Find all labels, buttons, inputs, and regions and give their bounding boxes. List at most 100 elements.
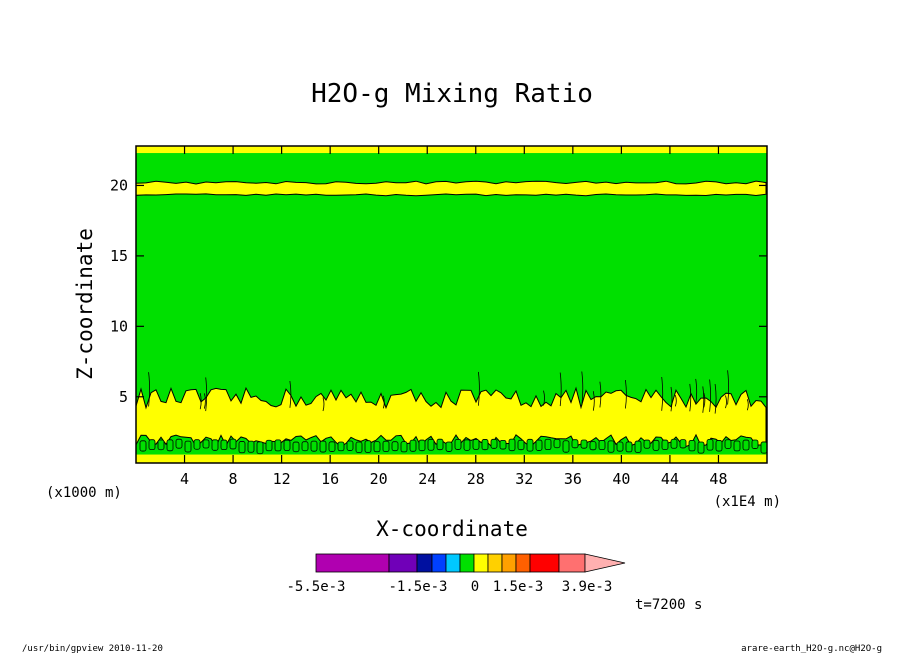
cell-contour xyxy=(535,439,543,451)
colorbar-swatch xyxy=(431,553,447,573)
contour-streak xyxy=(703,392,706,408)
cell-contour xyxy=(607,440,615,453)
x-tick-label: 48 xyxy=(709,470,727,488)
upper-band xyxy=(136,146,767,154)
colorbar-swatch xyxy=(445,553,461,573)
x-unit-left: (x1000 m) xyxy=(46,485,122,501)
colorbar: -5.5e-3 -1.5e-3 0 1.5e-3 3.9e-3 xyxy=(286,553,626,595)
cell-contour xyxy=(481,439,489,451)
contour-streak xyxy=(727,370,729,405)
cell-contour xyxy=(463,439,471,451)
x-tick-label: 12 xyxy=(273,470,291,488)
contour-streak xyxy=(599,381,602,408)
cell-contour xyxy=(319,440,327,453)
y-tick-label: 10 xyxy=(110,317,128,335)
contour-streak xyxy=(674,394,677,407)
cell-contour xyxy=(490,438,498,449)
cell-contour xyxy=(445,441,453,452)
cell-contour xyxy=(562,440,570,453)
y-tick-label: 5 xyxy=(119,388,128,406)
cell-contour xyxy=(274,439,282,452)
cell-contour xyxy=(337,441,345,452)
x-tick-label: 24 xyxy=(418,470,436,488)
x-tick-label: 20 xyxy=(370,470,388,488)
colorbar-label: 0 xyxy=(471,579,479,595)
footer-right: arare-earth_H2O-g.nc@H2O-g xyxy=(741,644,882,654)
cell-contour xyxy=(751,439,759,449)
colorbar-swatch xyxy=(459,553,475,573)
cell-contour xyxy=(589,441,597,451)
footer-left: /usr/bin/gpview 2010-11-20 xyxy=(22,644,163,654)
contour-streak xyxy=(661,376,664,411)
y-tick-label: 20 xyxy=(110,176,128,194)
cell-contour xyxy=(292,441,300,453)
cell-contour xyxy=(139,440,147,452)
contour-streak xyxy=(289,380,292,408)
colorbar-label: 3.9e-3 xyxy=(562,579,613,595)
cell-contour xyxy=(391,441,399,452)
cell-contour xyxy=(220,439,228,451)
cell-contour xyxy=(247,440,255,453)
cell-contour xyxy=(454,438,462,450)
cell-contour xyxy=(760,441,768,454)
cell-contour xyxy=(382,440,390,453)
cell-contour xyxy=(418,439,426,452)
colorbar-swatch xyxy=(315,553,390,573)
cell-contour xyxy=(310,440,318,452)
cell-contour xyxy=(598,440,606,451)
cell-contour xyxy=(517,439,525,451)
colorbar-label: 1.5e-3 xyxy=(493,579,544,595)
cell-contour xyxy=(301,441,309,452)
mid-level-band xyxy=(135,180,767,197)
cell-contour xyxy=(616,441,624,452)
x-tick-label: 36 xyxy=(564,470,582,488)
cell-contour xyxy=(346,440,354,451)
y-tick-label: 15 xyxy=(110,247,128,265)
cell-contour xyxy=(265,439,273,452)
cell-contour xyxy=(328,441,336,452)
cell-contour xyxy=(706,438,714,451)
contour-streak xyxy=(559,372,562,407)
cell-contour xyxy=(427,438,435,451)
x-axis-label: X-coordinate xyxy=(376,517,528,541)
x-tick-label: 40 xyxy=(612,470,630,488)
cell-contour xyxy=(679,439,687,449)
cell-contour xyxy=(499,439,507,450)
x-tick-label: 16 xyxy=(321,470,339,488)
x-tick-label: 28 xyxy=(467,470,485,488)
cell-contour xyxy=(643,439,651,449)
cell-contour xyxy=(238,441,246,454)
contour-streak xyxy=(592,391,595,411)
cell-contour xyxy=(580,439,588,449)
bottom-band xyxy=(136,454,767,463)
x-tick-label: 32 xyxy=(515,470,533,488)
cell-contour xyxy=(526,438,534,452)
cell-contour xyxy=(553,438,561,449)
contour-streak xyxy=(199,393,202,410)
colorbar-swatch xyxy=(388,553,418,573)
cell-contour xyxy=(544,438,552,451)
cell-contour xyxy=(193,439,201,450)
cell-contour xyxy=(652,439,660,451)
contour-streak xyxy=(382,395,385,409)
cell-contour xyxy=(742,439,750,451)
contour-streak xyxy=(478,371,480,406)
cell-contour xyxy=(373,441,381,453)
cell-contour xyxy=(400,441,408,453)
cell-contour xyxy=(661,439,669,450)
cell-contour xyxy=(283,439,291,451)
contour-streak xyxy=(702,386,705,413)
chart-title: H2O-g Mixing Ratio xyxy=(311,79,593,109)
contour-streak xyxy=(543,390,545,406)
contour-streak xyxy=(205,377,208,412)
contour-streak xyxy=(725,395,727,409)
cell-contour xyxy=(634,440,642,453)
y-axis-label: Z-coordinate xyxy=(73,228,97,380)
time-label: t=7200 s xyxy=(635,597,702,613)
contour-streak xyxy=(709,379,711,412)
cell-contour xyxy=(715,440,723,452)
cell-contour xyxy=(724,439,732,449)
colorbar-swatch xyxy=(473,553,489,573)
colorbar-swatch xyxy=(501,553,517,573)
